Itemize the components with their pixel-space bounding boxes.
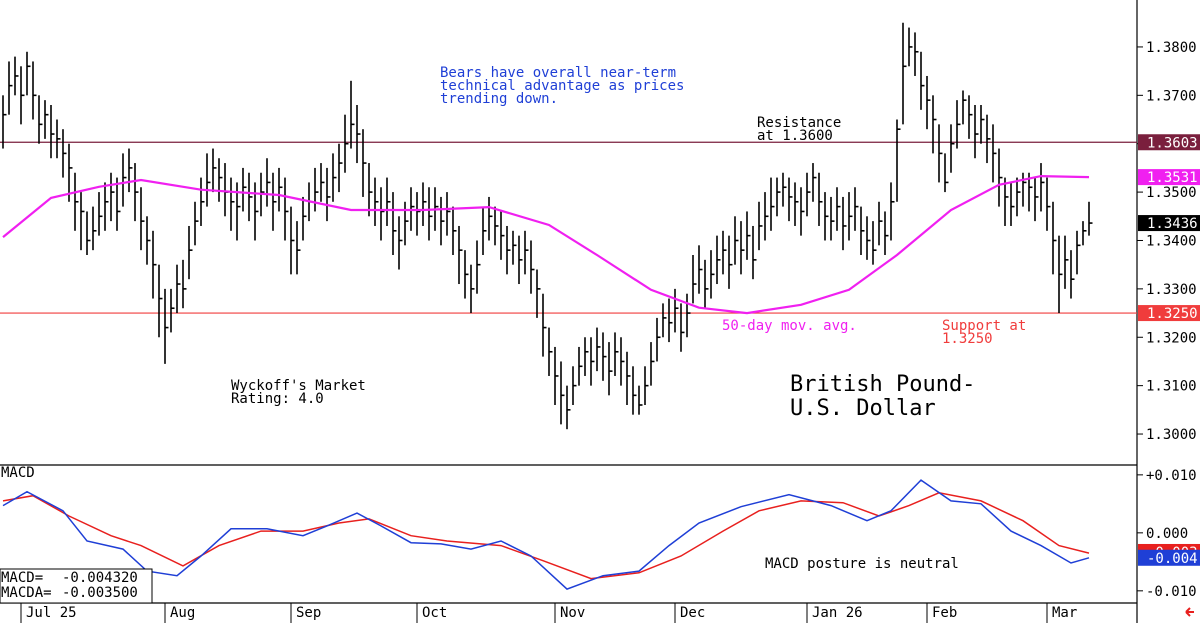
macd-line [2,492,1090,580]
y-tick-label: +0.010 [1146,468,1197,484]
annotation: Resistance [757,115,841,131]
x-tick-label: Nov [560,605,585,621]
x-tick-label: Aug [170,605,195,621]
y-tick-label: 1.3300 [1146,282,1197,298]
annotation: at 1.3600 [757,128,833,144]
x-tick-label: Dec [680,605,705,621]
value-box [1138,169,1200,186]
readout-box [0,568,153,604]
y-tick-label: 1.3000 [1146,427,1197,443]
readout-value: -0.003500 [62,585,138,601]
scroll-arrow[interactable] [1185,607,1194,617]
value-box-label: 1.3250 [1147,306,1198,322]
macd-line [2,479,1090,590]
readout-value: -0.004320 [62,570,138,586]
annotation: Rating: 4.0 [231,391,324,407]
value-box [1138,134,1200,151]
panel-title: MACD [1,465,35,481]
annotation: MACD posture is neutral [765,556,959,572]
y-tick-label: 1.3800 [1146,40,1197,56]
annotation: trending down. [440,91,558,107]
y-tick-label: 1.3500 [1146,185,1197,201]
x-tick-label: Mar [1052,605,1077,621]
x-tick-label: Feb [932,605,957,621]
annotation: technical advantage as prices [440,78,684,94]
annotation: 50-day mov. avg. [722,318,857,334]
value-box-label: 1.3531 [1147,170,1198,186]
value-box [1138,305,1200,322]
y-tick-label: 1.3400 [1146,233,1197,249]
annotation: 1.3250 [942,331,993,347]
y-tick-label: 1.3200 [1146,330,1197,346]
value-box [1138,549,1200,566]
value-box-label: 1.3603 [1147,135,1198,151]
value-box-label: -0.004 [1147,551,1198,567]
readout-label: MACDA= [1,585,52,601]
y-tick-label: 0.000 [1146,526,1188,542]
x-tick-label: Jul 25 [26,605,77,621]
x-tick-label: Oct [422,605,447,621]
value-box-label: 1.3436 [1147,216,1198,232]
y-tick-label: 1.3100 [1146,379,1197,395]
y-tick-label: 1.3700 [1146,88,1197,104]
value-box [1138,215,1200,232]
chart-title: British Pound- [790,372,975,397]
readout-label: MACD= [1,570,43,586]
chart-title: U.S. Dollar [790,396,936,421]
x-tick-label: Jan 26 [812,605,863,621]
annotation: Wyckoff's Market [231,378,366,394]
annotation: Support at [942,318,1026,334]
moving-average [2,174,1090,315]
annotation: Bears have overall near-term [440,65,676,81]
y-tick-label: -0.010 [1146,584,1197,600]
x-tick-label: Sep [296,605,321,621]
